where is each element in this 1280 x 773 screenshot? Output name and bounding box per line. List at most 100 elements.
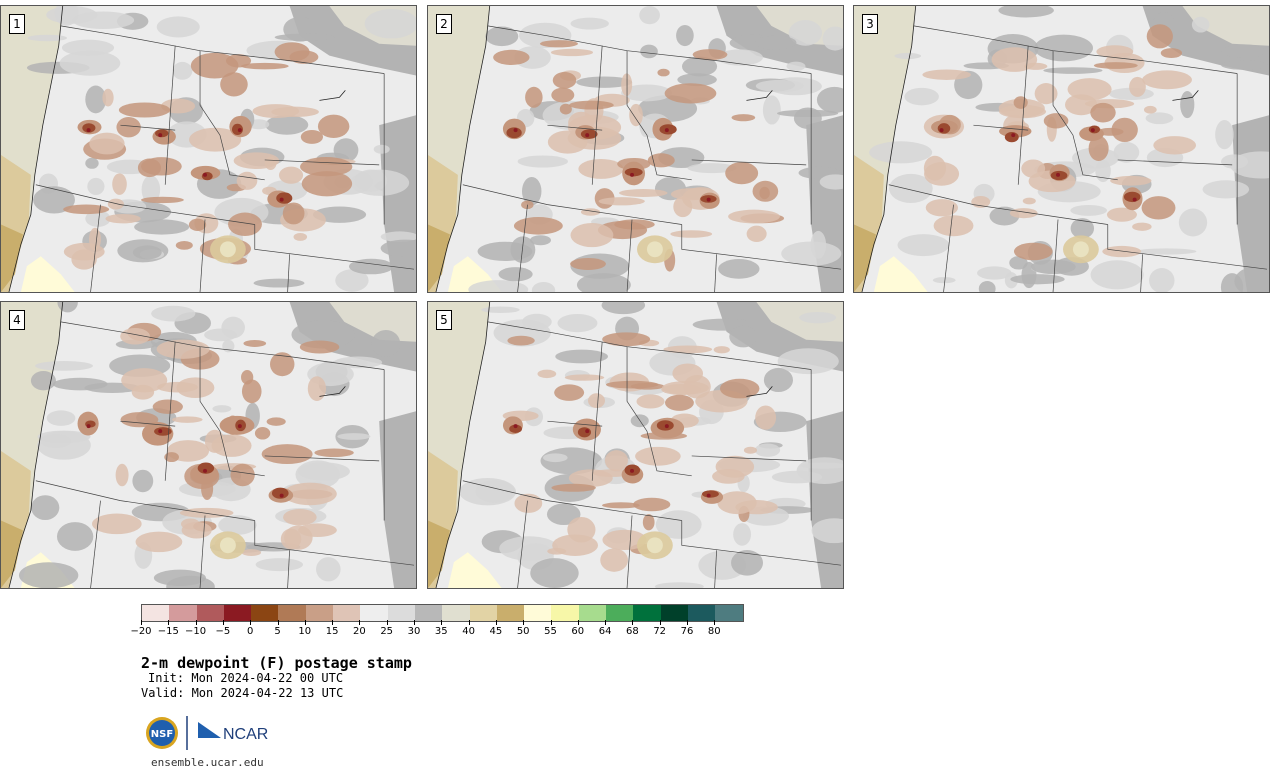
colorbar-tick-label: 25: [380, 626, 394, 637]
low-dewpoint-patch: [507, 335, 535, 346]
low-dewpoint-patch: [636, 394, 665, 409]
low-dewpoint-patch: [164, 452, 179, 463]
low-dewpoint-patch: [670, 230, 713, 238]
dry-blotch: [754, 443, 781, 457]
colorbar-tick-label: 72: [653, 626, 667, 637]
dry-blotch: [31, 495, 60, 521]
low-dewpoint-patch: [642, 514, 655, 531]
extreme-dry-point: [630, 172, 635, 177]
dry-blotch: [85, 157, 99, 169]
colorbar-tick: [714, 620, 716, 625]
state-border: [264, 159, 380, 166]
dry-blotch: [291, 320, 355, 349]
coastline: [8, 302, 64, 588]
colorbar-tick: [222, 620, 224, 625]
dry-blotch: [1191, 16, 1210, 33]
colorbar-swatch: [496, 605, 525, 621]
extreme-dry-point: [706, 493, 711, 498]
low-dewpoint-patch: [1132, 222, 1152, 231]
colorbar-swatch: [278, 605, 306, 621]
low-dewpoint-patch: [156, 339, 210, 359]
low-dewpoint-patch: [692, 49, 728, 61]
dry-blotch: [212, 405, 232, 413]
colorbar-tick-label: 76: [680, 626, 694, 637]
colorbar-tick-label: 55: [544, 626, 557, 637]
state-border: [90, 204, 101, 292]
extreme-dry-point: [1056, 172, 1061, 177]
ncar-logo-text: NCAR: [223, 726, 268, 743]
reservoir-outline: [746, 90, 773, 101]
state-border: [35, 480, 255, 521]
low-dewpoint-patch: [112, 173, 127, 195]
state-border: [1052, 219, 1059, 292]
state-border: [120, 420, 176, 427]
colorbar-tick: [495, 620, 497, 625]
extreme-dry-point: [585, 133, 590, 138]
extreme-dry-point: [203, 172, 208, 177]
dry-blotch: [731, 549, 764, 576]
coastal-humid-area: [854, 224, 876, 292]
very-dry-core: [82, 123, 96, 133]
dry-blotch: [85, 85, 107, 114]
very-dry-core: [506, 127, 522, 139]
low-dewpoint-patch: [663, 345, 713, 354]
dry-blotch: [998, 6, 1054, 18]
state-border: [1107, 224, 1268, 270]
dry-blotch: [253, 278, 305, 288]
state-border: [199, 346, 265, 477]
extreme-dry-point: [279, 493, 284, 498]
reservoir-outline: [319, 386, 346, 397]
dry-blotch: [364, 8, 416, 39]
extreme-dry-point: [1132, 197, 1137, 202]
extreme-dry-point: [664, 128, 669, 133]
dry-blotch: [337, 433, 371, 440]
dry-blotch: [1180, 91, 1195, 119]
colorbar-swatch: [633, 605, 661, 621]
colorbar-swatch: [251, 605, 279, 621]
colorbar-tick-label: 5: [274, 626, 281, 637]
dry-blotch: [354, 169, 388, 192]
dry-blotch: [677, 73, 717, 87]
dewpoint-map: [1, 302, 416, 588]
low-dewpoint-patch: [1102, 245, 1142, 258]
state-border: [90, 500, 101, 588]
logo-group: NSF NCAR: [146, 716, 268, 750]
dry-blotch: [799, 311, 837, 324]
low-dewpoint-patch: [236, 171, 258, 190]
dry-blotch: [869, 141, 933, 164]
low-dewpoint-patch: [282, 202, 305, 225]
low-dewpoint-patch: [1034, 83, 1058, 105]
coastline: [435, 302, 491, 588]
very-dry-core: [197, 462, 215, 474]
dry-blotch: [18, 562, 79, 588]
very-dry-core: [1123, 191, 1141, 203]
coastline: [861, 6, 917, 292]
dry-blotch: [312, 206, 367, 223]
colorbar-tick-label: 40: [462, 626, 475, 637]
dry-blotch: [1221, 60, 1269, 70]
dry-blotch: [46, 410, 76, 426]
low-dewpoint-patch: [925, 199, 959, 217]
panel-1: 1: [0, 5, 417, 293]
dry-blotch: [1070, 204, 1108, 216]
state-border: [691, 455, 807, 462]
low-dewpoint-patch: [551, 483, 596, 492]
dry-blotch: [348, 258, 394, 275]
dry-blotch: [218, 515, 257, 535]
very-dry-core: [231, 123, 243, 136]
low-dewpoint-patch: [243, 339, 267, 347]
low-dewpoint-patch: [300, 129, 324, 144]
low-dewpoint-patch: [551, 87, 575, 103]
colorbar-tick: [605, 620, 607, 625]
extreme-dry-point: [158, 133, 163, 138]
colorbar-tick: [659, 620, 661, 625]
colorbar-tick: [359, 620, 361, 625]
low-dewpoint-patch: [280, 528, 302, 550]
low-dewpoint-patch: [118, 102, 171, 118]
low-dewpoint-patch: [922, 69, 971, 80]
lake-area: [646, 537, 663, 554]
state-border: [462, 184, 682, 225]
state-border: [164, 341, 176, 481]
dry-blotch: [788, 20, 823, 46]
low-dewpoint-patch: [1009, 208, 1038, 219]
